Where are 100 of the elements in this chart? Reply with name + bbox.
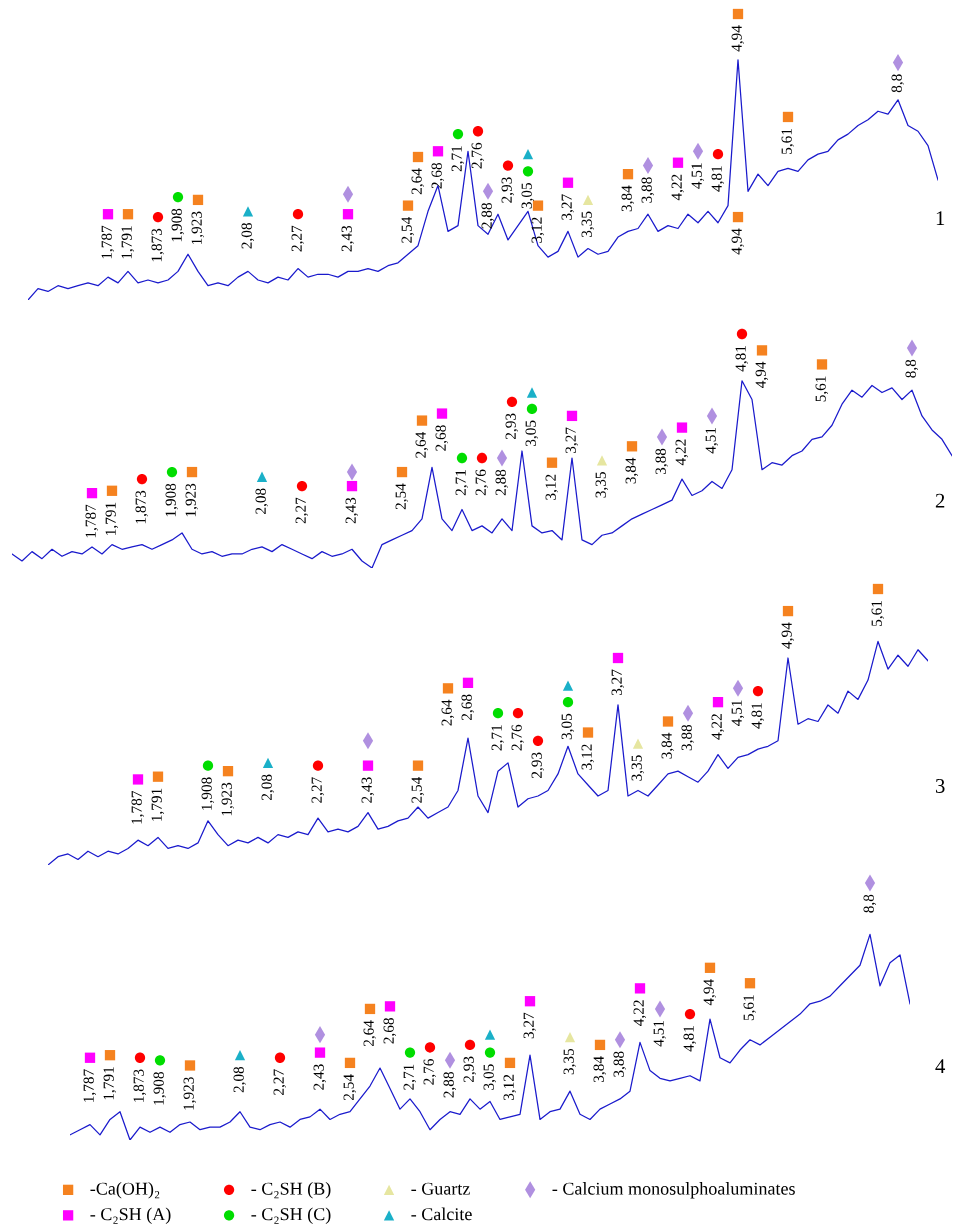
x-tick-label: 2,27 <box>295 497 309 524</box>
x-tick-label: 4,22 <box>671 174 685 201</box>
x-tick-label: 2,64 <box>441 699 455 726</box>
x-tick-label: 2,71 <box>451 146 465 172</box>
x-tick-label: 8,8 <box>891 74 905 93</box>
x-tick-label: 1,787 <box>101 225 115 259</box>
x-tick-label: 2,76 <box>511 724 525 751</box>
x-tick-label: 2,27 <box>311 777 325 803</box>
x-tick-label: 8,8 <box>863 894 877 913</box>
x-tick-label: 2,27 <box>291 225 305 252</box>
x-tick-label: 2,64 <box>363 1020 377 1047</box>
x-tick-label: 2,68 <box>461 694 475 721</box>
x-tick-label: 2,43 <box>361 777 375 803</box>
x-tick-label: 1,787 <box>85 504 99 538</box>
x-tick-label: 3,05 <box>483 1064 497 1090</box>
x-tick-label: 1,923 <box>183 1077 197 1110</box>
x-tick-label: 2,93 <box>501 177 515 203</box>
annotation: 4,94 <box>731 25 745 52</box>
x-tick-label: 2,88 <box>481 203 495 229</box>
x-tick-label: 2,54 <box>411 776 425 803</box>
x-tick-label: 4,81 <box>711 166 725 192</box>
x-tick-label: 4,22 <box>711 714 725 740</box>
x-tick-label: 2,43 <box>313 1064 327 1090</box>
x-tick-label: 1,908 <box>201 777 215 810</box>
x-tick-label: 5,61 <box>871 601 885 626</box>
x-tick-label: 3,05 <box>561 713 575 740</box>
x-tick-label: 2,08 <box>233 1066 247 1093</box>
legend-label: - C₂SH (A) <box>90 1207 171 1224</box>
x-tick-label: 1,873 <box>133 1069 147 1102</box>
x-tick-label: 2,76 <box>471 142 485 169</box>
x-tick-label: 3,27 <box>561 194 575 220</box>
x-tick-label: 4,81 <box>683 1026 697 1052</box>
x-tick-label: 3,84 <box>593 1056 607 1083</box>
x-tick-label: 1,873 <box>151 228 165 262</box>
x-tick-label: 2,08 <box>241 223 255 249</box>
x-tick-label: 2,54 <box>343 1074 357 1101</box>
legend-label: - C₂SH (C) <box>251 1207 331 1224</box>
x-tick-label: 4,94 <box>731 228 745 255</box>
x-tick-label: 1,791 <box>121 226 135 259</box>
annotation: 2 <box>935 493 945 508</box>
legend-label: - Calcium monosulphoaluminates <box>552 1182 795 1199</box>
x-tick-label: 2,71 <box>491 725 505 751</box>
x-tick-label: 2,54 <box>401 216 415 243</box>
x-tick-label: 3,27 <box>611 669 625 696</box>
x-tick-label: 4,22 <box>633 1000 647 1026</box>
x-tick-label: 3,27 <box>565 427 579 454</box>
x-tick-label: 4,94 <box>755 361 769 388</box>
x-tick-label: 2,88 <box>495 469 509 496</box>
x-tick-label: 3,84 <box>625 457 639 484</box>
x-tick-label: 2,71 <box>455 470 469 496</box>
x-tick-label: 3,88 <box>613 1051 627 1077</box>
x-tick-label: 2,93 <box>531 752 545 778</box>
x-tick-label: 1,908 <box>165 483 179 517</box>
x-tick-label: 1,908 <box>153 1072 167 1105</box>
x-tick-label: 3,88 <box>681 724 695 751</box>
x-tick-label: 1,787 <box>83 1069 97 1102</box>
x-tick-label: 3,27 <box>523 1012 537 1039</box>
x-tick-label: 4,22 <box>675 439 689 466</box>
x-tick-label: 3,12 <box>581 744 595 770</box>
x-tick-label: 2,76 <box>475 469 489 496</box>
x-tick-label: 2,88 <box>443 1072 457 1098</box>
text: 3 <box>935 778 945 793</box>
x-tick-label: 2,43 <box>341 225 355 252</box>
x-tick-label: 2,76 <box>423 1059 437 1085</box>
x-tick-label: 5,61 <box>743 995 757 1021</box>
x-tick-label: 3,12 <box>545 474 559 500</box>
x-tick-label: 2,93 <box>505 413 519 440</box>
x-tick-label: 3,84 <box>661 732 675 759</box>
legend-label: - C₂SH (B) <box>251 1182 331 1199</box>
x-tick-label: 1,791 <box>103 1067 117 1100</box>
x-tick-label: 2,27 <box>273 1069 287 1095</box>
x-tick-label: 4,51 <box>653 1020 667 1047</box>
x-tick-label: 3,88 <box>655 448 669 475</box>
x-tick-label: 3,35 <box>563 1048 577 1075</box>
x-tick-label: 2,64 <box>415 431 429 458</box>
x-tick-label: 2,93 <box>463 1056 477 1083</box>
x-tick-label: 2,08 <box>255 488 269 514</box>
x-tick-label: 2,71 <box>403 1064 417 1090</box>
x-tick-label: 2,54 <box>395 483 409 510</box>
x-tick-label: 1,791 <box>105 502 119 535</box>
x-tick-label: 4,51 <box>731 700 745 726</box>
x-tick-label: 1,873 <box>135 490 149 524</box>
x-tick-label: 1,908 <box>171 208 185 242</box>
x-tick-label: 8,8 <box>905 359 919 378</box>
annotation: 1 <box>936 211 945 225</box>
x-tick-label: 1,791 <box>151 788 165 821</box>
legend-label: - Guartz <box>411 1182 470 1195</box>
x-tick-label: 4,51 <box>705 427 719 454</box>
x-tick-label: 3,12 <box>503 1074 517 1101</box>
x-tick-label: 2,64 <box>411 168 425 195</box>
x-tick-label: 3,84 <box>621 185 635 212</box>
x-tick-label: 2,68 <box>435 425 449 451</box>
x-tick-label: 3,05 <box>525 420 539 446</box>
x-tick-label: 3,88 <box>641 177 655 203</box>
x-tick-label: 3,35 <box>595 472 609 498</box>
legend-label: - Calcite <box>411 1207 472 1221</box>
x-tick-label: 3,12 <box>531 217 545 243</box>
x-tick-label: 1,787 <box>131 790 145 824</box>
x-tick-label: 1,923 <box>185 483 199 517</box>
x-tick-label: 3,35 <box>581 211 595 238</box>
